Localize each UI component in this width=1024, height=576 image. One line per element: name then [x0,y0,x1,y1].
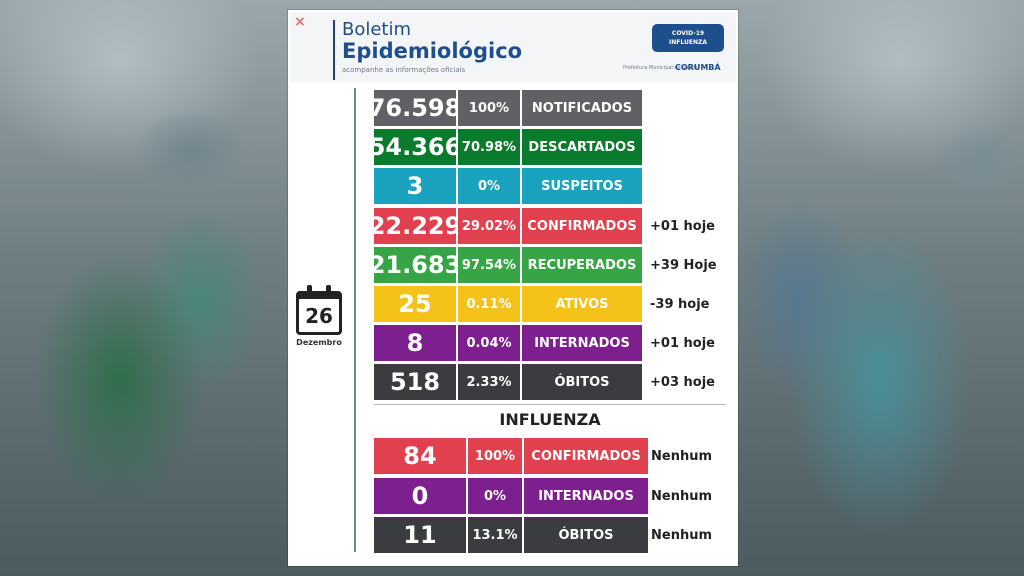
stat-row-6: 8 0.04% INTERNADOS [374,325,642,361]
influenza-value: 0 [374,478,466,514]
stat-today-change: +01 hoje [650,218,715,234]
stat-row-3: 22.229 29.02% CONFIRMADOS [369,208,642,244]
stat-row-1: 54.366 70.98% DESCARTADOS [369,129,642,165]
stat-value: 25 [374,286,456,322]
influenza-label: INTERNADOS [524,478,648,514]
stat-percent: 0.04% [458,325,520,361]
stat-percent: 97.54% [458,247,520,283]
influenza-today-change: Nenhum [651,488,713,504]
influenza-percent: 100% [468,438,522,474]
stat-percent: 29.02% [458,208,520,244]
date-month: Dezembro [296,338,342,347]
influenza-percent: 0% [468,478,522,514]
stat-value: 8 [374,325,456,361]
stat-row-5: 25 0.11% ATIVOS [374,286,642,322]
stat-value: 76.598 [369,90,461,126]
stat-value: 518 [374,364,456,400]
influenza-today-change: Nenhum [651,448,713,464]
influenza-row-0: 84 100% CONFIRMADOS [374,438,648,474]
date-block: 26 Dezembro [294,285,344,347]
stat-percent: 2.33% [458,364,520,400]
bulletin-panel: × Boletim Epidemiológico acompanhe as in… [288,10,738,566]
influenza-today-change: Nenhum [651,527,713,543]
stat-row-4: 21.683 97.54% RECUPERADOS [369,247,642,283]
title-line2: Epidemiológico [342,39,523,63]
influenza-row-1: 0 0% INTERNADOS [374,478,648,514]
corumba-logo: CORUMBÁ [675,63,721,72]
stat-value: 54.366 [369,129,461,165]
covid-influenza-badge: COVID-19 INFLUENZA [652,24,724,52]
stat-label: CONFIRMADOS [522,208,642,244]
header-divider [333,20,335,80]
logo-subtext: Prefeitura Municipal de Saúde [623,65,698,71]
section-separator [374,404,726,405]
stat-today-change: +03 hoje [650,374,715,390]
stat-percent: 0% [458,168,520,204]
stat-percent: 0.11% [458,286,520,322]
stat-label: DESCARTADOS [522,129,642,165]
badge-line2: INFLUENZA [669,39,707,46]
influenza-label: CONFIRMADOS [524,438,648,474]
calendar-icon: 26 [296,285,342,335]
stat-today-change: +39 Hoje [650,257,717,273]
close-icon[interactable]: × [294,14,306,30]
date-day: 26 [305,304,333,328]
stat-value: 21.683 [369,247,461,283]
stat-today-change: +01 hoje [650,335,715,351]
stat-label: RECUPERADOS [522,247,642,283]
influenza-title: INFLUENZA [499,410,601,429]
stat-label: SUSPEITOS [522,168,642,204]
title-line1: Boletim [342,19,412,40]
bulletin-header: × Boletim Epidemiológico acompanhe as in… [290,12,736,82]
stat-percent: 100% [458,90,520,126]
stat-label: INTERNADOS [522,325,642,361]
stat-row-0: 76.598 100% NOTIFICADOS [369,90,642,126]
stat-label: NOTIFICADOS [522,90,642,126]
stat-value: 3 [374,168,456,204]
influenza-value: 11 [374,517,466,553]
stat-label: ÓBITOS [522,364,642,400]
influenza-value: 84 [374,438,466,474]
stat-today-change: -39 hoje [650,296,710,312]
stat-row-2: 3 0% SUSPEITOS [374,168,642,204]
stat-row-7: 518 2.33% ÓBITOS [374,364,642,400]
influenza-percent: 13.1% [468,517,522,553]
stat-label: ATIVOS [522,286,642,322]
stat-value: 22.229 [369,208,461,244]
influenza-row-2: 11 13.1% ÓBITOS [374,517,648,553]
badge-line1: COVID-19 [671,30,705,37]
vertical-divider [354,88,356,552]
tagline: acompanhe as informações oficiais [342,66,466,74]
influenza-label: ÓBITOS [524,517,648,553]
stat-percent: 70.98% [458,129,520,165]
